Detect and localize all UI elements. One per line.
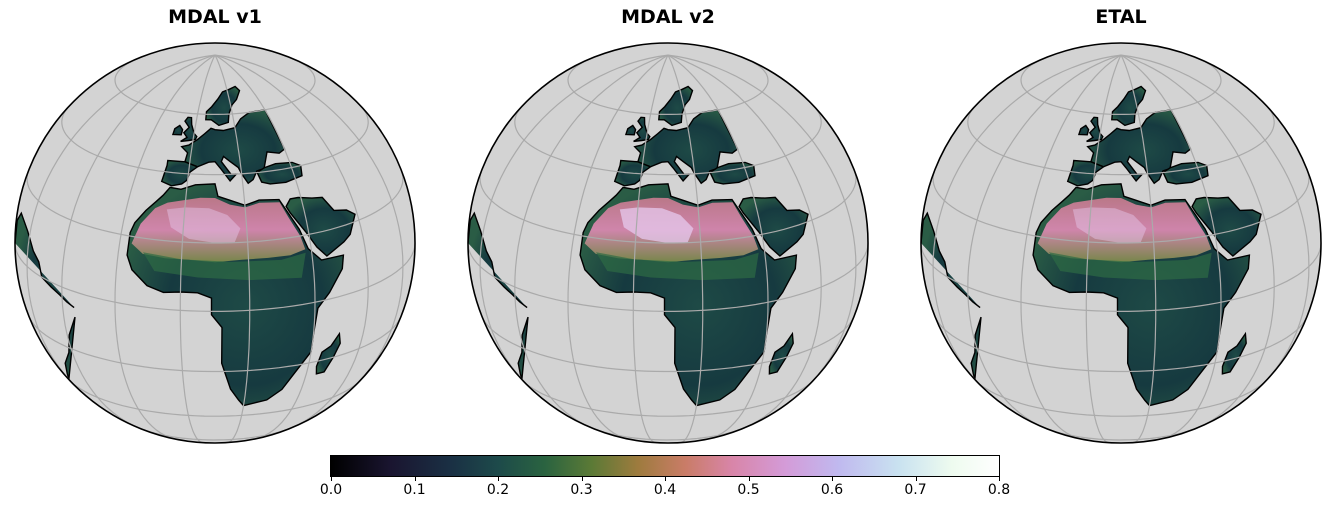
land-madagascar xyxy=(1221,331,1247,375)
graticule-meridian xyxy=(1120,54,1157,443)
graticule-meridian xyxy=(214,54,251,443)
colorbar-tick xyxy=(414,476,416,481)
graticule-parallel xyxy=(479,170,857,244)
colorbar-tick-label: 0.8 xyxy=(987,482,1011,498)
land-ireland xyxy=(1077,124,1090,136)
land-great-britain xyxy=(180,116,198,143)
panel-etal: ETAL xyxy=(906,0,1323,444)
land-ireland xyxy=(171,124,184,136)
colorbar-tick-label: 0.2 xyxy=(486,482,510,498)
graticule-parallel xyxy=(61,106,369,176)
land-scandinavia xyxy=(658,85,694,127)
sahara-high-albedo xyxy=(131,197,306,263)
land-madagascar xyxy=(315,331,341,375)
colorbar-tick-label: 0.3 xyxy=(570,482,593,498)
sahara-peak xyxy=(166,207,241,243)
graticule-parallel xyxy=(523,380,814,417)
colorbar-tick xyxy=(832,476,833,481)
land-ireland xyxy=(624,124,637,136)
colorbar-tick xyxy=(498,476,499,481)
panel-title: MDAL v1 xyxy=(168,6,262,28)
graticule-parallel xyxy=(921,244,1321,312)
graticule-meridian xyxy=(61,54,216,429)
panel-title: ETAL xyxy=(1095,6,1147,28)
panel-mdal-v1: MDAL v1 xyxy=(0,0,430,444)
colorbar-tick xyxy=(748,476,750,481)
graticule-parallel xyxy=(139,427,292,441)
graticule-parallel xyxy=(934,315,1307,373)
colorbar-tick-label: 0.0 xyxy=(319,482,343,498)
graticule-meridian xyxy=(967,54,1122,429)
globe-map xyxy=(920,42,1322,444)
sahel-band xyxy=(143,252,306,281)
globe-outline xyxy=(920,42,1322,444)
graticule-meridian xyxy=(667,54,822,429)
graticule-meridian xyxy=(514,54,669,429)
sahara-peak xyxy=(1072,207,1147,243)
colorbar-tick-label: 0.7 xyxy=(904,482,927,498)
sahel-band xyxy=(1049,252,1212,281)
land-scandinavia xyxy=(1111,85,1147,127)
globe-outline xyxy=(467,42,869,444)
land-scandinavia xyxy=(205,85,241,127)
graticule-parallel xyxy=(567,58,769,115)
graticule-meridian xyxy=(1085,54,1122,443)
land-madagascar xyxy=(768,331,794,375)
colorbar-tick xyxy=(999,476,1000,481)
colorbar-tick xyxy=(331,476,332,481)
land-great-britain xyxy=(1086,116,1104,143)
sahel-band xyxy=(596,252,759,281)
graticule-parallel xyxy=(1045,427,1198,441)
colorbar-tick xyxy=(581,476,583,481)
graticule-parallel xyxy=(592,427,745,441)
graticule-parallel xyxy=(114,58,316,115)
panel-mdal-v2: MDAL v2 xyxy=(453,0,883,444)
graticule-meridian xyxy=(1120,54,1275,429)
colorbar: 0.0 0.1 0.2 0.3 0.4 0.5 0.6 0.7 0.8 xyxy=(320,455,1010,505)
panel-title: MDAL v2 xyxy=(621,6,715,28)
sahara-high-albedo xyxy=(1037,197,1212,263)
sahara-peak xyxy=(619,207,694,243)
graticule-meridian xyxy=(667,54,704,443)
land-great-britain xyxy=(633,116,651,143)
graticule-parallel xyxy=(1020,58,1222,115)
graticule-parallel xyxy=(28,315,401,373)
graticule-meridian xyxy=(214,54,369,429)
globe-outline xyxy=(14,42,416,444)
globe-map xyxy=(14,42,416,444)
graticule-parallel xyxy=(976,380,1267,417)
graticule-parallel xyxy=(514,106,822,176)
graticule-parallel xyxy=(932,170,1310,244)
graticule-parallel xyxy=(468,244,868,312)
colorbar-tick-label: 0.5 xyxy=(737,482,760,498)
graticule-parallel xyxy=(967,106,1275,176)
colorbar-tick xyxy=(915,476,917,481)
graticule-parallel xyxy=(70,380,361,417)
graticule-parallel xyxy=(15,244,415,312)
graticule-parallel xyxy=(481,315,854,373)
graticule-parallel xyxy=(26,170,404,244)
globe-map xyxy=(467,42,869,444)
graticule-meridian xyxy=(632,54,669,443)
colorbar-tick-label: 0.6 xyxy=(820,482,844,498)
colorbar-tick xyxy=(665,476,666,481)
colorbar-tick-label: 0.4 xyxy=(653,482,677,498)
colorbar-tick-label: 0.1 xyxy=(403,482,426,498)
colorbar-gradient xyxy=(330,455,1000,477)
graticule-meridian xyxy=(179,54,216,443)
